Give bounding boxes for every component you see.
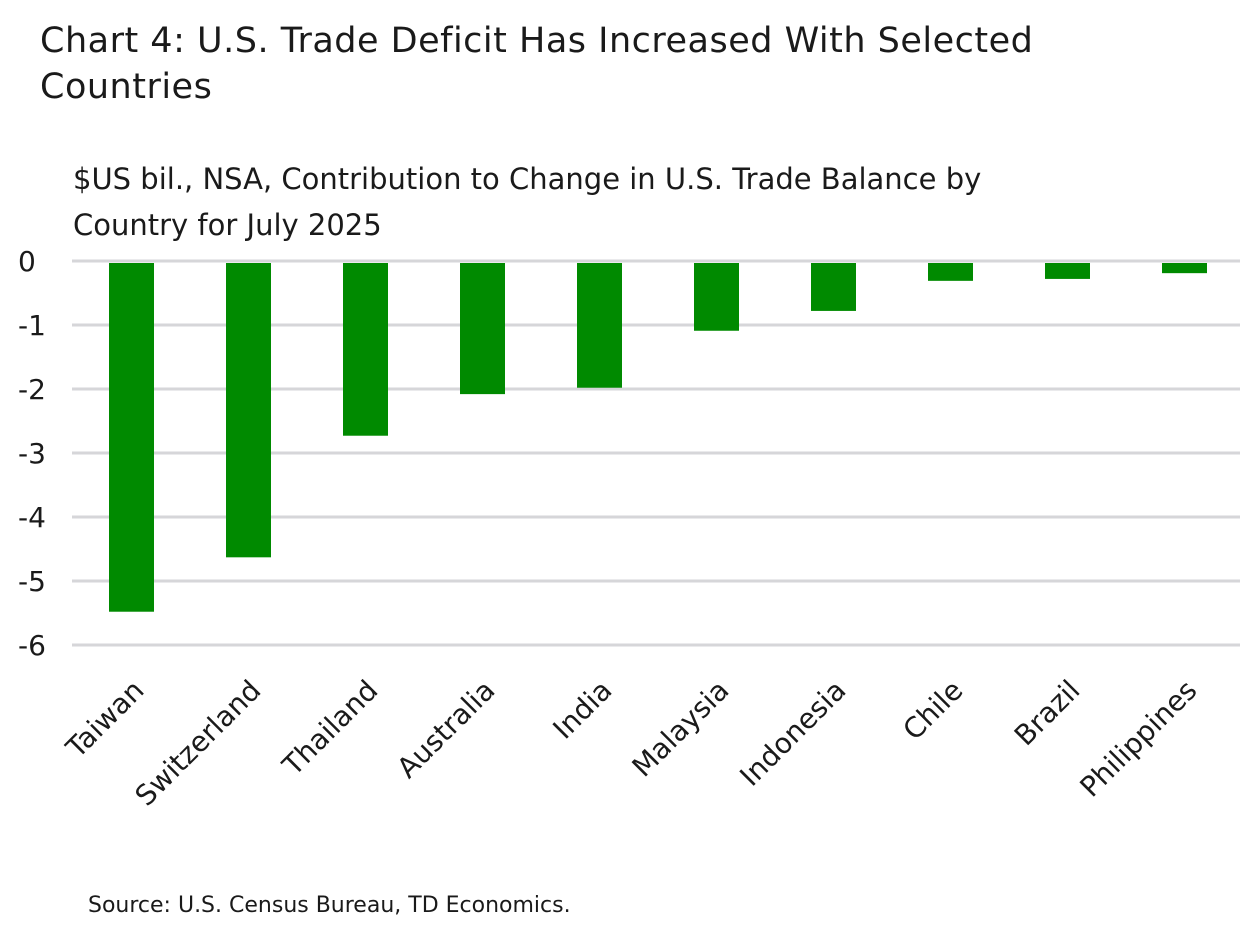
x-tick-label: Malaysia [626, 674, 736, 784]
x-tick-label: India [547, 674, 619, 746]
bar-indonesia [811, 263, 856, 311]
bar-thailand [343, 263, 388, 436]
bar-switzerland [226, 263, 271, 558]
x-tick-label: Philippines [1073, 674, 1203, 804]
x-tick-label: Thailand [275, 674, 384, 783]
y-tick-label: -3 [18, 437, 46, 470]
bar-india [577, 263, 622, 388]
chart-subtitle: $US bil., NSA, Contribution to Change in… [73, 162, 982, 242]
y-tick-label: 0 [18, 245, 36, 278]
bar-philippines [1162, 263, 1207, 274]
x-tick-label: Brazil [1008, 674, 1087, 753]
x-tick-label: Australia [391, 674, 502, 785]
bar-taiwan [109, 263, 154, 612]
bar-brazil [1045, 263, 1090, 279]
y-tick-label: -4 [18, 501, 46, 534]
chart-title: Chart 4: U.S. Trade Deficit Has Increase… [40, 21, 1034, 107]
bar-malaysia [694, 263, 739, 331]
y-tick-label: -2 [18, 373, 46, 406]
x-tick-label: Indonesia [733, 674, 852, 793]
y-tick-label: -1 [18, 309, 46, 342]
x-tick-label: Taiwan [59, 674, 150, 765]
y-tick-label: -5 [18, 565, 46, 598]
bar-chile [928, 263, 973, 281]
x-tick-label: Switzerland [129, 674, 268, 813]
bar-australia [460, 263, 505, 395]
y-tick-label: -6 [18, 629, 46, 662]
source-note: Source: U.S. Census Bureau, TD Economics… [88, 893, 571, 918]
x-tick-label: Chile [897, 674, 970, 747]
